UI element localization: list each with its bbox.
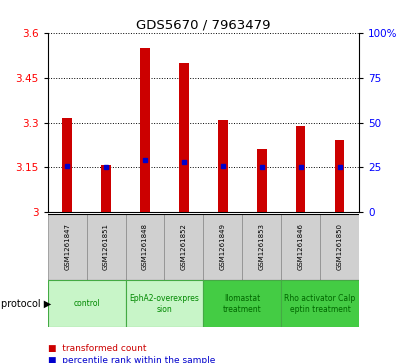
- Text: GSM1261847: GSM1261847: [64, 223, 70, 270]
- Text: GSM1261846: GSM1261846: [298, 223, 304, 270]
- Text: protocol ▶: protocol ▶: [1, 299, 51, 309]
- Text: GSM1261850: GSM1261850: [337, 223, 342, 270]
- Text: Ilomastat
treatment: Ilomastat treatment: [223, 294, 261, 314]
- Text: ■  transformed count: ■ transformed count: [48, 344, 146, 353]
- Text: GSM1261852: GSM1261852: [181, 223, 187, 270]
- Bar: [257, 150, 266, 212]
- Bar: [281, 280, 359, 327]
- Bar: [125, 214, 164, 280]
- Bar: [203, 214, 242, 280]
- Bar: [140, 48, 150, 212]
- Bar: [218, 119, 228, 212]
- Bar: [101, 165, 111, 212]
- Text: GSM1261853: GSM1261853: [259, 223, 265, 270]
- Text: control: control: [73, 299, 100, 308]
- Title: GDS5670 / 7963479: GDS5670 / 7963479: [136, 19, 271, 32]
- Bar: [179, 63, 189, 212]
- Bar: [296, 126, 305, 212]
- Bar: [48, 214, 87, 280]
- Bar: [48, 280, 125, 327]
- Bar: [242, 214, 281, 280]
- Bar: [125, 280, 203, 327]
- Text: GSM1261848: GSM1261848: [142, 223, 148, 270]
- Bar: [203, 280, 281, 327]
- Text: ■  percentile rank within the sample: ■ percentile rank within the sample: [48, 356, 215, 363]
- Bar: [281, 214, 320, 280]
- Text: Rho activator Calp
eptin treatment: Rho activator Calp eptin treatment: [284, 294, 356, 314]
- Text: GSM1261851: GSM1261851: [103, 223, 109, 270]
- Bar: [62, 118, 72, 212]
- Bar: [87, 214, 125, 280]
- Bar: [334, 140, 344, 212]
- Text: GSM1261849: GSM1261849: [220, 223, 226, 270]
- Bar: [164, 214, 203, 280]
- Text: EphA2-overexpres
sion: EphA2-overexpres sion: [129, 294, 199, 314]
- Bar: [320, 214, 359, 280]
